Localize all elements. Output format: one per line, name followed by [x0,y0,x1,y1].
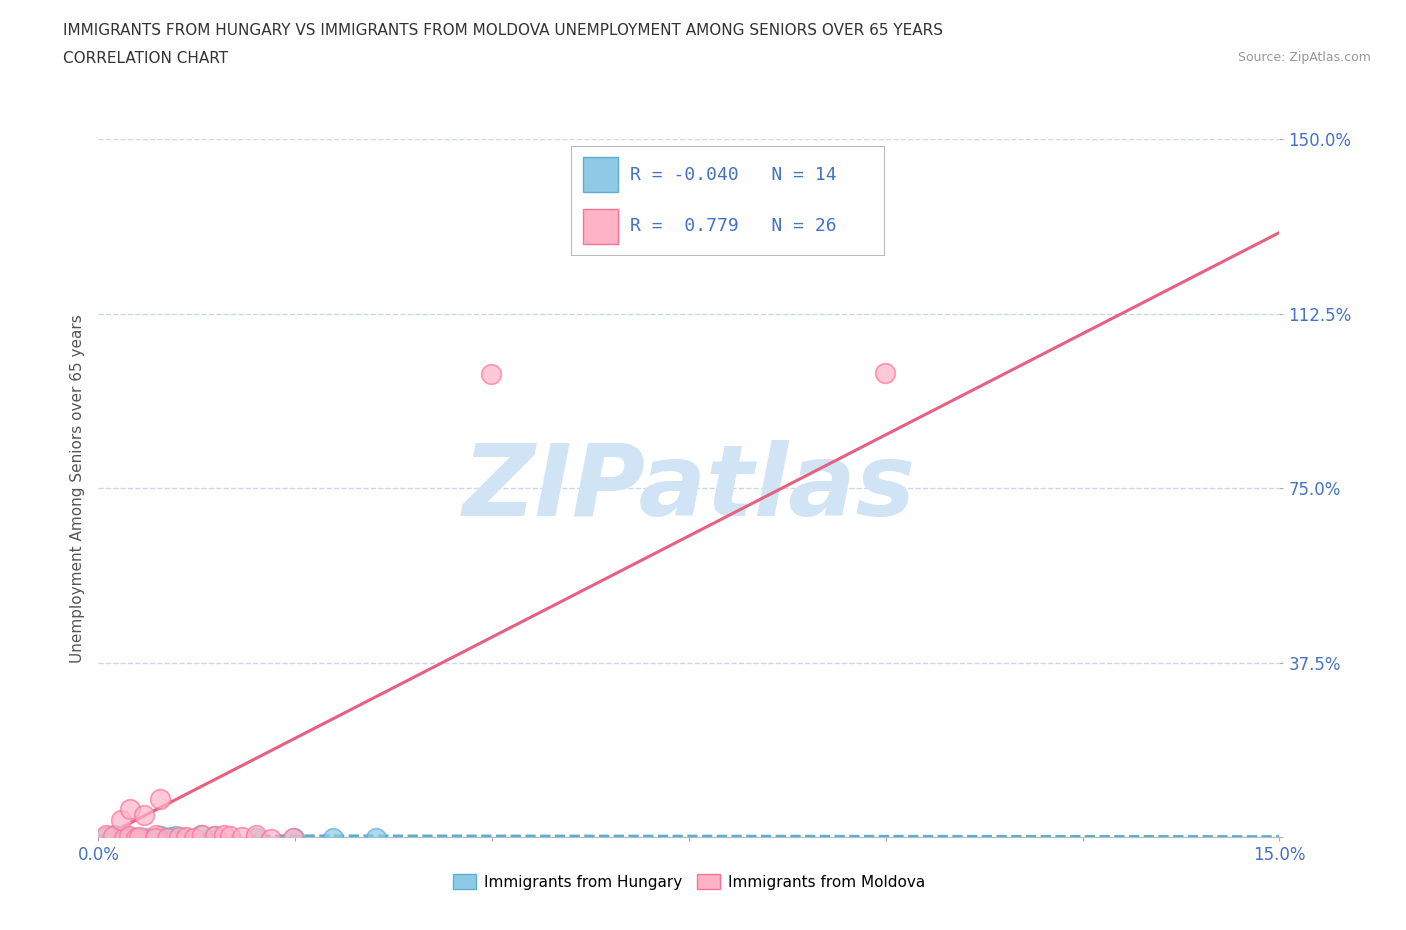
Point [479,366,502,381]
Point [156,830,179,845]
Point [245,828,267,843]
Point [231,830,253,844]
Point [159,830,181,844]
Point [174,830,197,844]
Y-axis label: Unemployment Among Seniors over 65 years: Unemployment Among Seniors over 65 years [69,314,84,662]
Point [112,830,135,845]
Text: ZIPatlas: ZIPatlas [463,440,915,537]
Point [322,830,344,845]
Point [128,830,150,844]
Point [150,829,173,844]
Point [245,830,267,845]
Point [202,829,225,844]
Point [260,831,283,846]
Point [191,828,214,843]
Point [101,829,124,844]
Point [212,828,235,843]
Point [96,830,118,845]
Point [132,808,155,823]
Point [145,828,167,843]
Text: Source: ZipAtlas.com: Source: ZipAtlas.com [1237,51,1371,64]
Point [134,830,156,845]
Point [94,828,117,843]
Legend: Immigrants from Hungary, Immigrants from Moldova: Immigrants from Hungary, Immigrants from… [447,868,931,896]
Point [143,830,166,845]
Point [165,829,187,844]
Point [366,830,388,845]
Point [283,830,305,845]
Point [103,828,125,843]
Point [120,802,142,817]
Point [110,829,132,844]
Point [283,830,305,845]
Point [873,365,896,380]
Point [183,830,205,845]
Point [174,831,197,846]
Point [149,791,172,806]
Point [204,829,226,844]
Point [167,830,190,844]
Point [142,831,165,846]
Point [125,830,148,845]
Point [120,830,142,844]
Point [125,831,148,846]
Point [219,828,242,843]
Text: IMMIGRANTS FROM HUNGARY VS IMMIGRANTS FROM MOLDOVA UNEMPLOYMENT AMONG SENIORS OV: IMMIGRANTS FROM HUNGARY VS IMMIGRANTS FR… [63,23,943,38]
Point [118,829,141,844]
Point [110,813,132,828]
Text: CORRELATION CHART: CORRELATION CHART [63,51,228,66]
Point [190,828,212,843]
